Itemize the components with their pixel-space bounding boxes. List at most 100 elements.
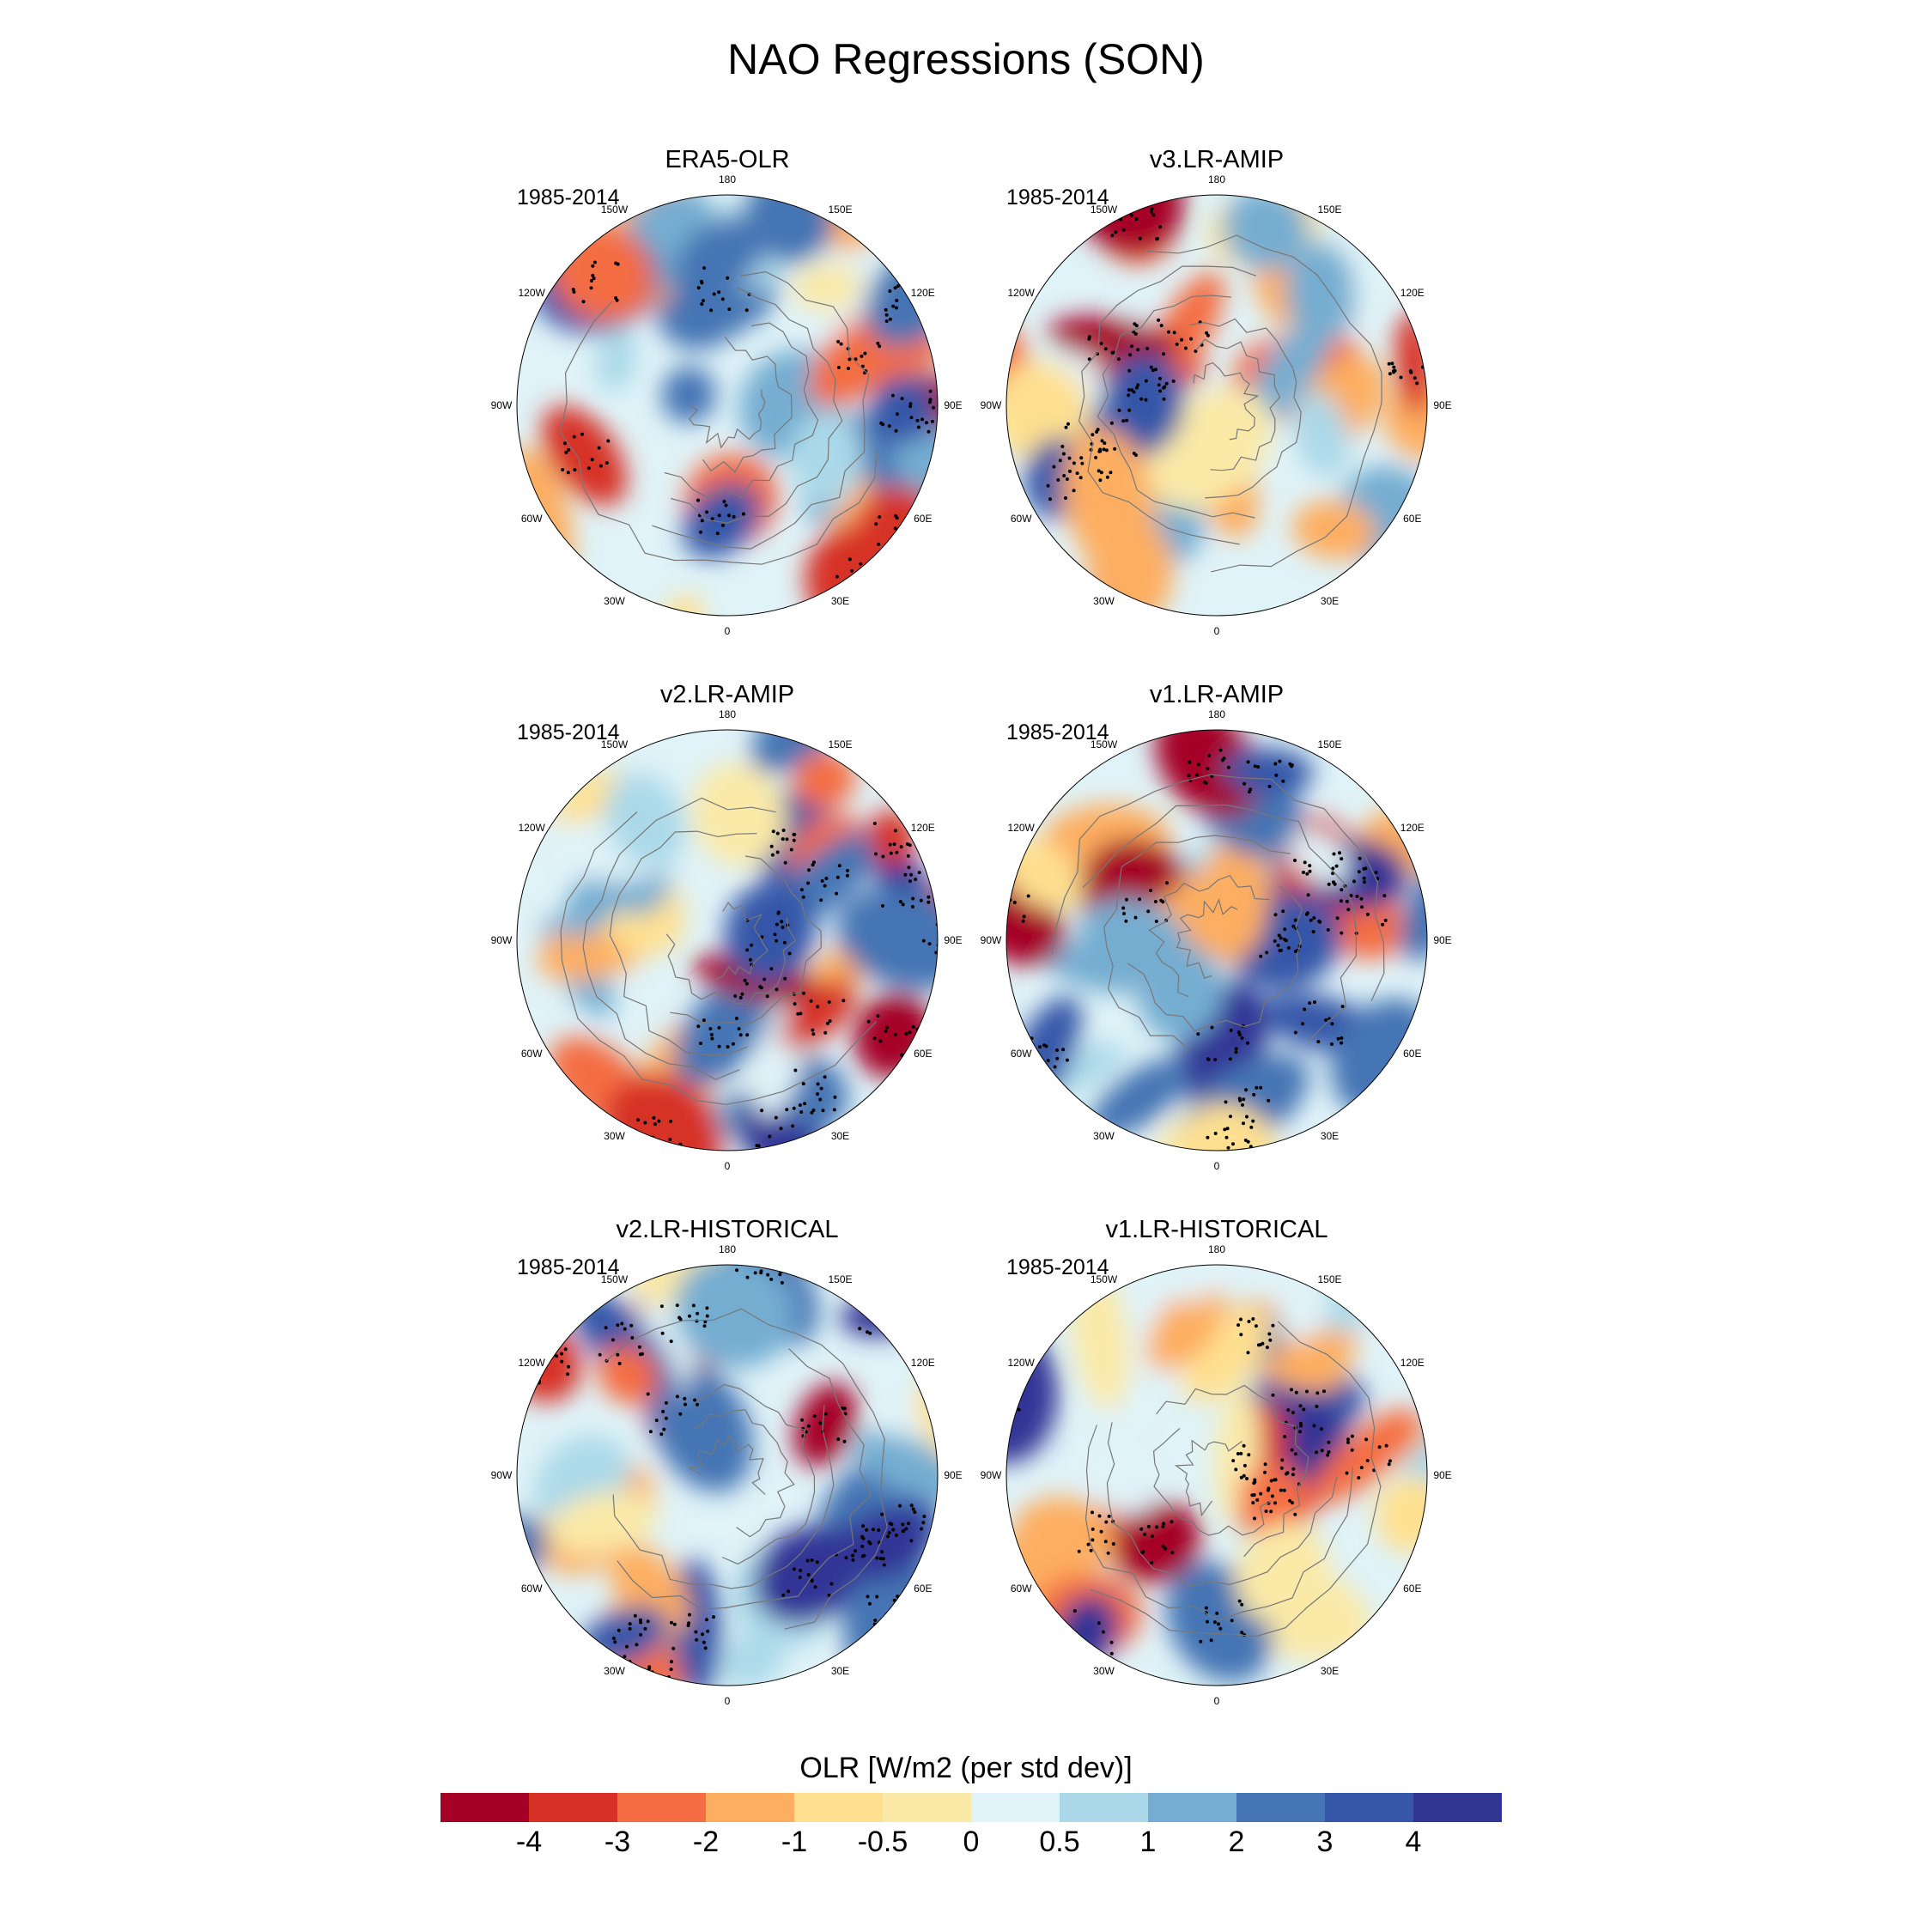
longitude-label: 90E (1433, 1469, 1452, 1481)
longitude-label: 0 (724, 1160, 731, 1172)
longitude-label: 90W (490, 399, 513, 411)
colorbar (440, 1793, 1502, 1822)
longitude-label: 150E (828, 738, 853, 751)
longitude-label: 30E (1320, 594, 1340, 607)
colorbar-tick-label: -4 (515, 1826, 543, 1858)
map-panel: v1.LR-HISTORICAL 1985-2014 180 150E 120E 90E 6… (959, 1216, 1474, 1707)
longitude-label: 60E (1403, 1582, 1422, 1595)
longitude-label: 150W (600, 1273, 629, 1286)
longitude-label: 120E (910, 286, 935, 299)
longitude-label: 0 (1213, 1160, 1220, 1172)
longitude-label: 0 (724, 625, 731, 637)
longitude-label: 60W (520, 512, 543, 525)
longitude-label: 150E (828, 204, 853, 216)
polar-map (1005, 194, 1428, 617)
longitude-label: 180 (718, 1243, 737, 1255)
longitude-label: 30W (604, 1129, 625, 1142)
colorbar-tick-label: 0 (963, 1826, 980, 1858)
colorbar-segment (706, 1793, 794, 1822)
colorbar-label: OLR [W/m2 (per std dev)] (799, 1752, 1133, 1784)
panel-title: ERA5-OLR (665, 146, 790, 173)
colorbar-segment (1148, 1793, 1236, 1822)
longitude-label: 120E (910, 1356, 935, 1369)
longitude-label: 0 (724, 1695, 731, 1707)
panel-title: v1.LR-HISTORICAL (1105, 1216, 1328, 1243)
longitude-label: 60E (1403, 1047, 1422, 1060)
longitude-label: 90W (980, 1469, 1002, 1481)
longitude-label: 90E (944, 934, 963, 946)
longitude-label: 180 (1207, 708, 1226, 720)
longitude-label: 120E (1400, 286, 1425, 299)
longitude-label: 0 (1213, 1695, 1220, 1707)
colorbar-tick-label: 1 (1139, 1826, 1157, 1858)
longitude-label: 30W (604, 1664, 625, 1677)
longitude-label: 90W (490, 934, 513, 946)
figure-title: NAO Regressions (SON) (727, 35, 1205, 83)
longitude-label: 60W (1010, 1047, 1032, 1060)
colorbar-segment (883, 1793, 971, 1822)
longitude-label: 120W (1007, 286, 1035, 299)
period-label: 1985-2014 (517, 720, 620, 744)
longitude-label: 120W (1007, 1356, 1035, 1369)
longitude-label: 60W (520, 1582, 543, 1595)
colorbar-tick-label: -3 (604, 1826, 631, 1858)
longitude-label: 180 (1207, 1243, 1226, 1255)
longitude-label: 150W (1090, 1273, 1118, 1286)
longitude-label: 150E (1317, 738, 1342, 751)
polar-map (516, 1264, 939, 1686)
longitude-label: 120W (518, 286, 545, 299)
longitude-label: 60E (914, 1047, 933, 1060)
colorbar-segment (1325, 1793, 1413, 1822)
longitude-label: 30E (830, 1664, 850, 1677)
colorbar-segment (529, 1793, 617, 1822)
longitude-label: 30W (1093, 594, 1115, 607)
colorbar-tick-label: 0.5 (1039, 1826, 1080, 1858)
period-label: 1985-2014 (517, 185, 620, 210)
map-panel: v2.LR-HISTORICAL 1985-2014 180 150E 120E 90E 6… (470, 1216, 985, 1707)
longitude-label: 60W (520, 1047, 543, 1060)
longitude-label: 120E (1400, 821, 1425, 834)
colorbar-tick-label: 3 (1316, 1826, 1334, 1858)
longitude-label: 30W (1093, 1129, 1115, 1142)
longitude-label: 60E (914, 512, 933, 525)
period-label: 1985-2014 (1006, 1255, 1109, 1279)
longitude-label: 150W (600, 738, 629, 751)
colorbar-segment (440, 1793, 529, 1822)
longitude-label: 60W (1010, 512, 1032, 525)
polar-map (1005, 1264, 1428, 1686)
longitude-label: 180 (1207, 173, 1226, 185)
colorbar-segment (971, 1793, 1060, 1822)
map-panel: v3.LR-AMIP 1985-2014 180 150E 120E 90E 60E 30E 0… (959, 146, 1474, 637)
longitude-label: 90W (490, 1469, 513, 1481)
longitude-label: 30E (830, 1129, 850, 1142)
colorbar-segment (617, 1793, 706, 1822)
longitude-label: 180 (718, 173, 737, 185)
panel-title: v2.LR-AMIP (659, 681, 795, 708)
colorbar-tick-label: 2 (1228, 1826, 1245, 1858)
longitude-label: 60E (1403, 512, 1422, 525)
longitude-label: 150W (600, 204, 629, 216)
longitude-label: 120W (518, 821, 545, 834)
longitude-label: 150W (1090, 204, 1118, 216)
polar-map (516, 729, 939, 1151)
colorbar-tick-label: -1 (781, 1826, 808, 1858)
longitude-label: 180 (718, 708, 737, 720)
colorbar-segment (1236, 1793, 1325, 1822)
longitude-label: 90W (980, 399, 1002, 411)
panel-title: v2.LR-HISTORICAL (616, 1216, 839, 1243)
longitude-label: 30E (1320, 1129, 1340, 1142)
longitude-label: 30E (1320, 1664, 1340, 1677)
colorbar-segment (794, 1793, 883, 1822)
longitude-label: 120E (1400, 1356, 1425, 1369)
longitude-label: 150E (1317, 204, 1342, 216)
longitude-label: 150W (1090, 738, 1118, 751)
longitude-label: 120W (1007, 821, 1035, 834)
period-label: 1985-2014 (1006, 720, 1109, 744)
longitude-label: 90E (944, 1469, 963, 1481)
longitude-label: 30W (1093, 1664, 1115, 1677)
colorbar-segment (1060, 1793, 1148, 1822)
longitude-label: 0 (1213, 625, 1220, 637)
colorbar-tick-label: -2 (692, 1826, 720, 1858)
longitude-label: 60E (914, 1582, 933, 1595)
colorbar-tick-label: -0.5 (857, 1826, 908, 1858)
